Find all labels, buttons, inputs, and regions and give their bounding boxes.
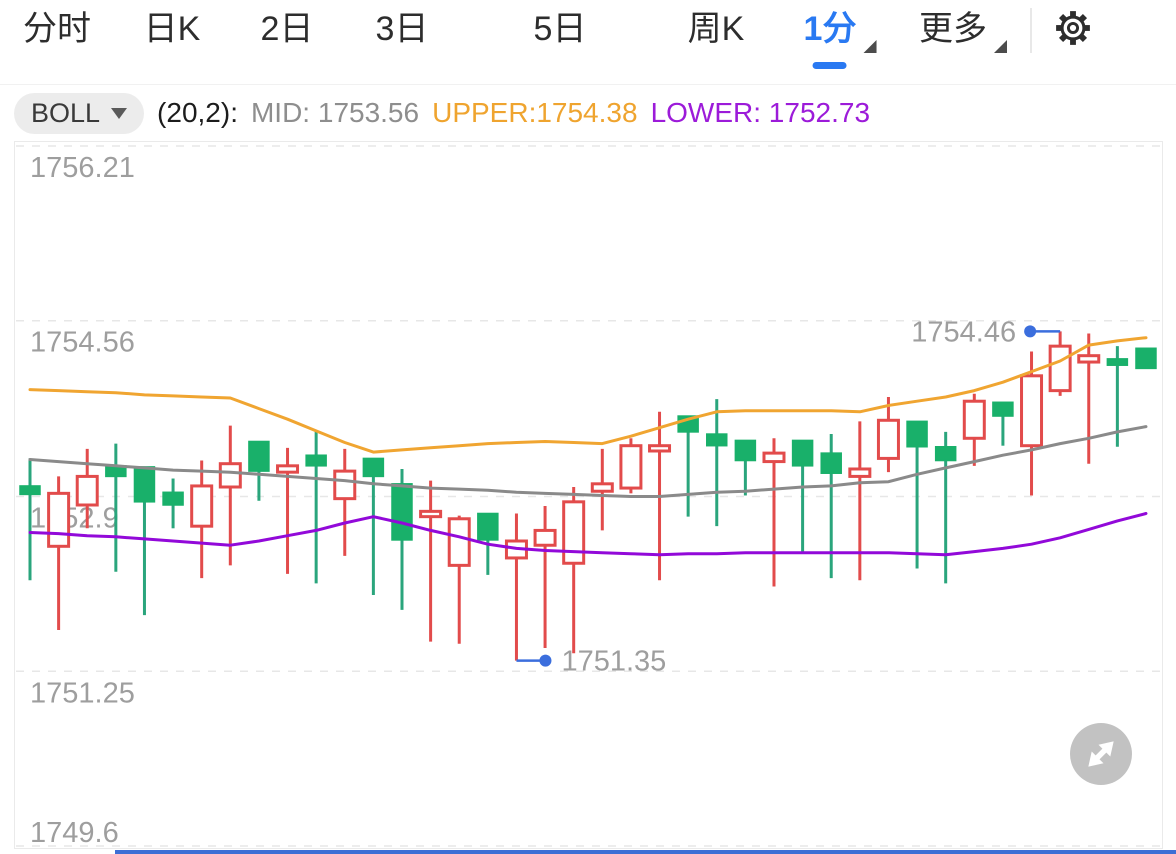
- candle-body-up: [190, 484, 214, 528]
- dropdown-corner-icon: [994, 40, 1007, 53]
- candle-body-down: [906, 420, 928, 448]
- boll-lower-line: [28, 512, 1148, 557]
- boll-upper-line: [28, 336, 1148, 454]
- candle-body-down: [1106, 358, 1129, 366]
- y-axis-label: 1749.6: [30, 817, 119, 849]
- candle-body-up: [562, 500, 586, 565]
- candle-body-down: [391, 483, 413, 541]
- expand-arrows-icon: [1088, 741, 1114, 767]
- candle-body-down: [791, 439, 814, 467]
- annotation-dot: [539, 654, 552, 667]
- y-axis-label: 1756.21: [30, 152, 135, 184]
- tab-7-active[interactable]: 1分: [803, 8, 877, 69]
- tab-3[interactable]: 2日: [261, 8, 314, 50]
- boll-upper-readout: UPPER:1754.38: [432, 97, 638, 128]
- candle-body-up: [1020, 374, 1044, 448]
- candle-body-up: [876, 418, 900, 460]
- candle-body-up: [848, 467, 872, 478]
- candle-body-down: [305, 454, 327, 467]
- dropdown-corner-icon: [863, 40, 877, 53]
- boll-lower-readout: LOWER: 1752.73: [650, 97, 871, 128]
- tab-2[interactable]: 日K: [144, 8, 201, 50]
- candle-body-down: [1135, 347, 1157, 370]
- toolbar-divider: [1030, 8, 1032, 53]
- low-annotation-label: 1751.35: [561, 646, 666, 678]
- candle-body-down: [992, 401, 1014, 417]
- annotation-dot: [1024, 325, 1037, 338]
- boll-mid-line: [28, 425, 1148, 498]
- tab-label: 3日: [375, 10, 429, 48]
- indicator-bar: BOLL (20,2): MID: 1753.56 UPPER:1754.38 …: [0, 85, 1176, 141]
- candle-body-down: [133, 466, 156, 503]
- candle-body-up: [276, 464, 300, 474]
- tab-5[interactable]: 5日: [534, 8, 587, 50]
- settings-button[interactable]: [1052, 7, 1094, 49]
- kline-canvas: 1756.21 1754.56 1752.9 1751.25 1749.6 1754.46…: [14, 141, 1163, 849]
- candle-body-up: [47, 491, 71, 548]
- candle-body-down: [362, 457, 385, 478]
- candle-body-up: [419, 509, 443, 519]
- candlestick-chart[interactable]: 1756.21 1754.56 1752.9 1751.25 1749.6 1754.46…: [14, 141, 1163, 849]
- candle-body-up: [533, 528, 557, 547]
- fullscreen-button[interactable]: [1070, 723, 1132, 785]
- tab-label: 1分: [803, 10, 857, 48]
- candle-body-down: [19, 485, 41, 496]
- candle-body-up: [333, 469, 357, 501]
- y-axis-label: 1751.25: [30, 677, 135, 709]
- candle-body-down: [248, 440, 270, 472]
- chart-border: [14, 141, 1163, 849]
- tab-4[interactable]: 3日: [376, 8, 429, 50]
- candle-body-up: [962, 399, 986, 440]
- candle-body-down: [477, 512, 499, 541]
- tab-label: 日K: [143, 10, 201, 48]
- tab-label: 周K: [687, 10, 745, 48]
- tab-8[interactable]: 更多: [919, 8, 1007, 53]
- candle-body-up: [218, 462, 242, 489]
- candle-body-up: [590, 482, 614, 493]
- candle-body-up: [1077, 354, 1101, 364]
- indicator-params: (20,2):: [157, 97, 238, 128]
- candle-body-down: [820, 452, 842, 474]
- indicator-name: BOLL: [31, 97, 101, 128]
- candle-body-up: [75, 474, 99, 507]
- tab-label: 分时: [23, 10, 91, 48]
- bottom-scroll-indicator[interactable]: [115, 850, 1176, 854]
- candle-body-down: [706, 433, 728, 447]
- candle-body-up: [648, 444, 672, 453]
- candle-body-down: [162, 491, 184, 506]
- tab-label: 5日: [533, 10, 587, 48]
- caret-down-icon: [111, 107, 128, 119]
- tab-6[interactable]: 周K: [688, 8, 745, 50]
- y-axis-label: 1752.9: [30, 503, 119, 535]
- tab-1[interactable]: 分时: [23, 8, 91, 50]
- candle-body-up: [1048, 344, 1072, 393]
- y-axis-label: 1754.56: [30, 327, 135, 359]
- chart-toolbar: 分时 日K 2日 3日 5日 周K 1分 更多: [0, 0, 1176, 85]
- candle-body-up: [447, 517, 471, 567]
- candle-body-down: [934, 446, 957, 462]
- candle-body-up: [619, 444, 643, 490]
- indicator-selector[interactable]: BOLL: [14, 92, 145, 134]
- tab-label: 2日: [260, 10, 314, 48]
- high-annotation-label: 1754.46: [911, 316, 1016, 348]
- candle-body-down: [734, 439, 757, 462]
- active-tab-underline: [812, 62, 847, 69]
- gear-icon: [1056, 11, 1090, 45]
- boll-mid-readout: MID: 1753.56: [250, 97, 420, 128]
- tab-label: 更多: [919, 10, 987, 48]
- candle-body-up: [762, 451, 786, 464]
